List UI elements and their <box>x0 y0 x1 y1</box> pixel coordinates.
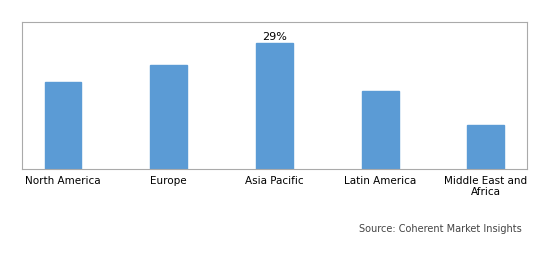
Text: Source: Coherent Market Insights: Source: Coherent Market Insights <box>359 224 522 234</box>
Bar <box>150 65 187 169</box>
Bar <box>468 125 504 169</box>
Bar <box>362 91 399 169</box>
Text: 29%: 29% <box>262 32 287 42</box>
Bar <box>256 43 293 169</box>
Bar <box>45 82 81 169</box>
